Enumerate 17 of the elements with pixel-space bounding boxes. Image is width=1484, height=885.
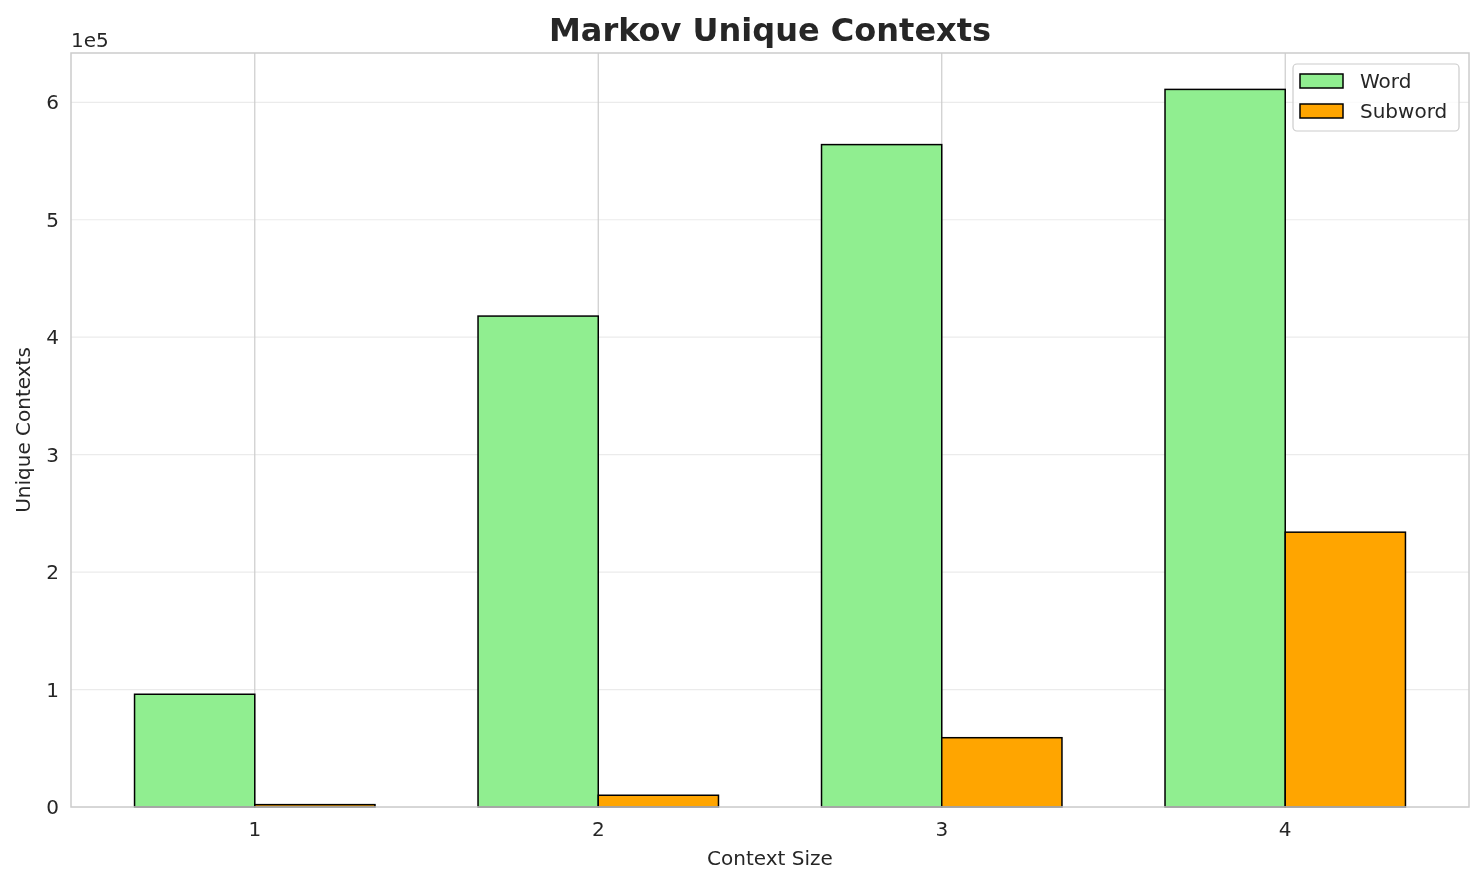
x-tick-label: 4 <box>1278 817 1292 841</box>
y-tick-label: 2 <box>46 560 59 585</box>
y-tick-label: 5 <box>46 207 59 232</box>
x-tick-label: 2 <box>591 817 605 841</box>
legend-label: Subword <box>1360 99 1448 123</box>
y-tick-label: 4 <box>46 325 59 350</box>
y-tick-label: 6 <box>46 90 59 115</box>
y-tick-label: 0 <box>46 795 59 819</box>
y-tick-label: 3 <box>46 442 59 467</box>
chart-title: Markov Unique Contexts <box>548 11 992 49</box>
legend-label: Word <box>1360 69 1412 93</box>
x-axis-title: Context Size <box>707 846 833 870</box>
x-tick-label: 3 <box>935 817 949 841</box>
y-axis-title: Unique Contexts <box>11 347 35 513</box>
y-tick-label: 1 <box>46 677 59 702</box>
text: 1e5 <box>71 28 109 52</box>
x-tick-label: 1 <box>248 817 262 841</box>
